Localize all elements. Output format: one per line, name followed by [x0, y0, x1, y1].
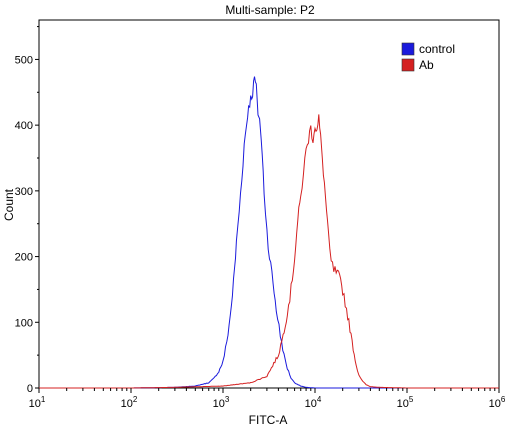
x-axis: 101 102 103 104 105 106 [29, 388, 506, 410]
legend: control Ab [401, 42, 455, 72]
legend-swatch [401, 58, 415, 72]
chart-title: Multi-sample: P2 [225, 3, 315, 17]
x-tick-label: 101 [29, 395, 46, 410]
legend-label: Ab [419, 58, 434, 72]
y-tick-label: 400 [15, 120, 33, 132]
x-tick-label: 105 [397, 395, 414, 410]
y-tick-label: 300 [15, 186, 33, 198]
series-line-0 [39, 76, 499, 389]
x-tick-label: 102 [121, 395, 138, 410]
x-tick-label: 106 [489, 395, 506, 410]
y-tick-label: 100 [15, 317, 33, 329]
y-axis-label: Count [2, 188, 16, 221]
legend-label: control [419, 42, 455, 56]
series-line-1 [39, 114, 499, 389]
y-tick-label: 0 [27, 383, 33, 395]
plot-frame [38, 19, 500, 389]
x-tick-label: 103 [213, 395, 230, 410]
x-tick-label: 104 [305, 395, 322, 410]
x-axis-label: FITC-A [249, 413, 288, 427]
y-axis: 0 100 200 300 400 500 [15, 26, 39, 395]
y-tick-label: 200 [15, 252, 33, 264]
legend-swatch [401, 42, 415, 56]
y-tick-label: 500 [15, 54, 33, 66]
